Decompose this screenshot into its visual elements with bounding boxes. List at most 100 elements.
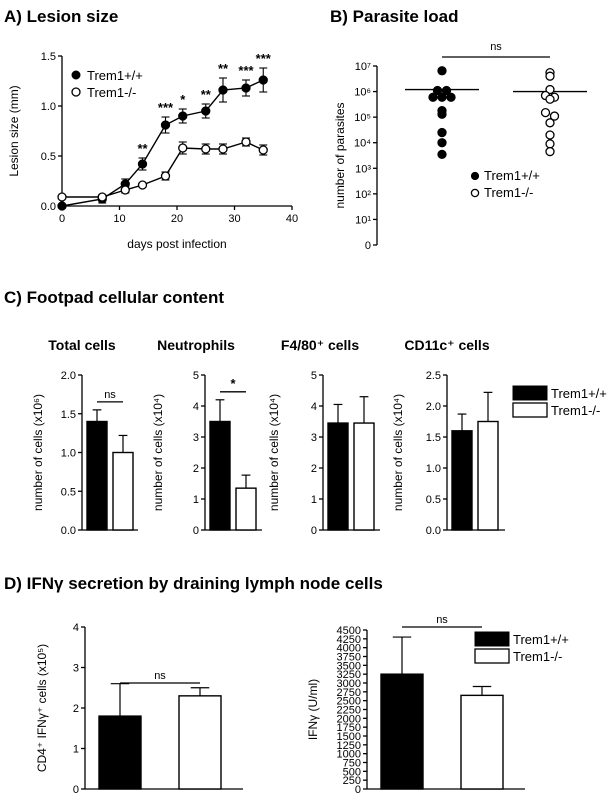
c4-y-tick-label: 1.5 [426, 432, 441, 444]
c2-significance-label: * [230, 376, 236, 391]
d2-y-tick-label: 3250 [337, 669, 361, 681]
a-x-tick-label: 30 [228, 213, 240, 225]
b-data-point-ko [545, 71, 555, 81]
a-data-point-ko [218, 144, 228, 154]
c-legend-label-ko: Trem1-/- [551, 403, 600, 418]
panel-title-b: B) Parasite load [330, 7, 459, 26]
a-data-point-ko [120, 185, 130, 195]
c4-y-tick-label: 0.0 [426, 525, 441, 537]
b-data-point-wt [432, 85, 443, 96]
d2-y-tick-label: 4000 [337, 643, 361, 655]
c4-bar-ko [477, 420, 499, 531]
b-legend-marker-ko [470, 188, 480, 198]
a-x-tick-label: 0 [59, 213, 65, 225]
b-data-point-ko [545, 84, 555, 95]
b-legend-label-wt: Trem1+/+ [484, 168, 540, 183]
c1-y-axis-label: number of cells (x10⁶) [31, 394, 45, 511]
a-y-tick-label: 1.5 [41, 51, 56, 63]
b-y-tick-label: 10⁴ [354, 138, 371, 150]
c1-y-tick-label: 1.5 [61, 409, 76, 421]
a-significance-marker: ** [201, 87, 212, 102]
b-y-tick-label: 10³ [355, 163, 371, 175]
a-data-point-wt [218, 85, 228, 95]
d2-y-axis-label: IFNγ (U/ml) [306, 679, 320, 740]
c4-y-tick-label: 1.0 [426, 463, 441, 475]
a-significance-marker: *** [158, 100, 174, 115]
c1-bar-wt [86, 420, 108, 531]
b-data-point-wt [441, 85, 452, 96]
d-legend-label-ko: Trem1-/- [513, 649, 562, 664]
a-data-point-ko [201, 144, 211, 154]
a-y-tick-label: 1.0 [41, 101, 56, 113]
b-legend-marker-wt [470, 171, 480, 181]
b-ns-label: ns [490, 41, 502, 53]
c3-y-tick-label: 1 [311, 494, 317, 506]
d1-y-tick-label: 2 [73, 703, 79, 715]
a-data-point-wt [241, 83, 251, 93]
a-x-tick-label: 20 [171, 213, 183, 225]
d1-significance-label: ns [154, 670, 166, 682]
c1-y-tick-label: 0.5 [61, 486, 76, 498]
c-legend-label-wt: Trem1+/+ [551, 386, 607, 401]
c2-y-tick-label: 4 [193, 401, 199, 413]
d2-y-tick-label: 1250 [337, 740, 361, 752]
b-data-point-ko [545, 118, 555, 128]
d1-y-axis-label: CD4⁺ IFNγ⁺ cells (x10⁵) [35, 644, 49, 772]
c3-y-tick-label: 2 [311, 463, 317, 475]
c2-chart-title: Neutrophils [157, 337, 235, 353]
a-data-point-wt [160, 120, 171, 130]
c3-y-axis-label: number of cells (x10⁴) [267, 394, 281, 511]
a-x-axis-label: days post infection [127, 237, 226, 251]
c-legend-swatch-wt [512, 385, 548, 401]
a-data-point-ko [178, 143, 188, 153]
c2-y-tick-label: 0 [193, 525, 199, 537]
d2-bar-wt [380, 673, 424, 790]
b-y-axis-label: number of parasites [333, 102, 347, 208]
c1-y-tick-label: 2.0 [61, 370, 76, 382]
a-data-point-ko [137, 180, 148, 190]
b-data-point-ko [540, 107, 551, 118]
d2-y-tick-label: 0 [355, 784, 361, 796]
d2-bar-ko [460, 694, 504, 790]
c3-bar-ko [353, 422, 375, 531]
c1-y-tick-label: 0.0 [61, 525, 76, 537]
a-y-tick-label: 0.0 [41, 201, 56, 213]
d2-y-tick-label: 3000 [337, 678, 361, 690]
a-data-point-wt [201, 106, 211, 116]
b-data-point-wt [437, 127, 447, 138]
c4-y-tick-label: 0.5 [426, 494, 441, 506]
d1-bar-wt [98, 715, 142, 790]
d1-y-tick-label: 4 [73, 622, 79, 634]
a-legend-marker-ko [71, 87, 81, 97]
b-data-point-ko [549, 111, 560, 121]
d-legend-swatch-wt [474, 631, 510, 647]
c4-y-tick-label: 2.5 [426, 370, 441, 382]
a-data-point-ko [97, 192, 107, 202]
panel-title-a: A) Lesion size [4, 7, 118, 26]
b-y-tick-label: 10² [355, 189, 371, 201]
d2-y-tick-label: 3500 [337, 660, 361, 672]
b-y-tick-label: 10¹ [355, 214, 371, 226]
c3-bar-wt [327, 422, 349, 531]
a-significance-marker: *** [238, 63, 254, 78]
a-x-tick-label: 10 [113, 213, 125, 225]
a-series-line-wt [61, 79, 264, 207]
d2-y-tick-label: 250 [343, 775, 361, 787]
a-data-point-ko [57, 192, 67, 202]
a-significance-marker: ** [137, 141, 148, 156]
d2-y-tick-label: 500 [343, 766, 361, 778]
a-significance-marker: * [180, 92, 186, 107]
d2-y-tick-label: 4500 [337, 625, 361, 637]
a-y-axis-label: Lesion size (mm) [7, 85, 21, 176]
b-y-tick-label: 10⁶ [354, 87, 371, 99]
panel-title-c: C) Footpad cellular content [4, 288, 224, 307]
d2-significance-label: ns [436, 614, 448, 626]
d-legend-label-wt: Trem1+/+ [513, 632, 569, 647]
b-data-point-ko [545, 139, 555, 149]
c1-chart-title: Total cells [48, 337, 116, 353]
d2-y-tick-label: 4250 [337, 634, 361, 646]
c2-y-tick-label: 3 [193, 432, 199, 444]
a-data-point-ko [258, 145, 268, 155]
